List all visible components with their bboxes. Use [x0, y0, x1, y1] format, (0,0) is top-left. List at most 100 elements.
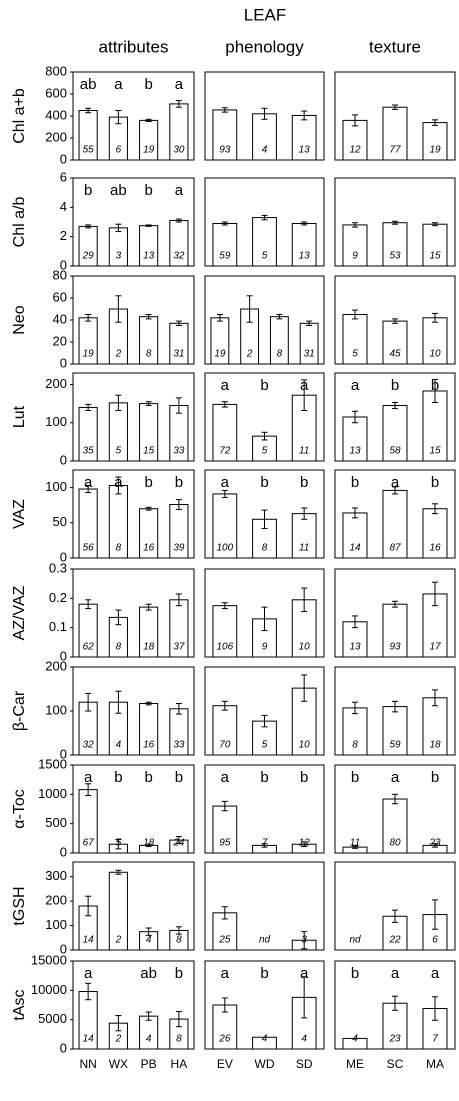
sample-size: 3: [116, 251, 122, 262]
y-tick-label: 5000: [38, 1011, 67, 1026]
panel-frame: [72, 372, 195, 462]
sample-size: 8: [146, 349, 152, 360]
sample-size: 25: [218, 935, 231, 946]
sample-size: 45: [389, 349, 401, 360]
sample-size: 13: [349, 446, 361, 457]
bar: [382, 106, 408, 161]
sample-size: 33: [173, 740, 185, 751]
sample-size: 56: [83, 543, 95, 554]
sample-size: 32: [173, 251, 185, 262]
sample-size: 19: [143, 145, 155, 156]
panel-frame: [72, 764, 195, 854]
panel-frame: [72, 275, 195, 365]
y-tick-label: 40: [53, 311, 67, 326]
sample-size: 80: [389, 838, 401, 849]
significance-letter: a: [175, 182, 184, 199]
significance-letter: a: [391, 474, 400, 491]
y-tick-label: 0: [60, 1040, 67, 1055]
y-tick-label: 0.2: [49, 590, 67, 605]
sample-size: 58: [389, 446, 401, 457]
significance-letter: b: [144, 474, 152, 491]
sample-size: 31: [304, 349, 315, 360]
sample-size: nd: [259, 935, 271, 946]
y-tick-label: 2: [60, 228, 67, 243]
sample-size: 5: [262, 740, 268, 751]
y-tick-label: 80: [53, 267, 67, 282]
y-tick-label: 10000: [31, 982, 67, 997]
x-tick-label: NN: [79, 1057, 96, 1071]
significance-letter: b: [144, 769, 152, 786]
panel-frame: [72, 177, 195, 267]
sample-size: 14: [83, 935, 95, 946]
bar: [422, 317, 448, 365]
panel-frame: [204, 275, 325, 365]
y-tick-label: 100: [45, 479, 67, 494]
y-tick-label: 100: [45, 702, 67, 717]
significance-letter: a: [114, 76, 123, 93]
y-tick-label: 6: [60, 169, 67, 184]
bar: [382, 222, 408, 267]
sample-size: 9: [262, 642, 268, 653]
panel-frame: [204, 861, 325, 951]
panel-frame: [72, 469, 195, 559]
panel-frame: [72, 666, 195, 756]
sample-size: 24: [172, 838, 185, 849]
significance-letter: a: [391, 769, 400, 786]
significance-letter: b: [260, 769, 268, 786]
significance-letter: ab: [80, 76, 97, 93]
sample-size: 2: [115, 1034, 122, 1045]
sample-size: 8: [116, 543, 122, 554]
significance-letter: b: [144, 76, 152, 93]
significance-letter: b: [351, 474, 359, 491]
y-axis-label: Lut: [11, 405, 28, 428]
bar: [382, 798, 408, 854]
y-axis-label: β-Car: [11, 690, 28, 731]
y-tick-label: 0: [60, 151, 67, 166]
significance-letter: a: [84, 474, 93, 491]
y-axis-label: AZ/VAZ: [11, 585, 28, 640]
bar: [382, 1002, 408, 1050]
sample-size: 8: [176, 935, 182, 946]
sample-size: 4: [352, 1034, 358, 1045]
significance-letter: a: [84, 769, 93, 786]
column-title: texture: [369, 37, 421, 56]
significance-letter: b: [175, 965, 183, 982]
y-tick-label: 0: [60, 844, 67, 859]
sample-size: 11: [299, 543, 309, 554]
sample-size: 18: [143, 838, 155, 849]
sample-size: 22: [388, 935, 401, 946]
x-tick-label: WX: [109, 1057, 128, 1071]
y-axis-label: Chl a+b: [11, 88, 28, 144]
panel-frame: [72, 568, 195, 658]
y-tick-label: 0: [60, 941, 67, 956]
sample-size: 5: [116, 838, 122, 849]
bar: [342, 119, 368, 161]
significance-letter: b: [260, 965, 268, 982]
column-title: phenology: [225, 37, 304, 56]
sample-size: 18: [429, 740, 441, 751]
sample-size: 16: [143, 740, 155, 751]
sample-size: 10: [299, 642, 311, 653]
sample-size: 14: [83, 1034, 95, 1045]
sample-size: 2: [115, 935, 122, 946]
sample-size: 12: [299, 838, 311, 849]
y-tick-label: 0: [60, 746, 67, 761]
figure-title: LEAF: [244, 5, 287, 24]
sample-size: 5: [262, 251, 268, 262]
significance-letter: a: [175, 76, 184, 93]
y-tick-label: 0: [60, 452, 67, 467]
significance-letter: a: [431, 965, 440, 982]
sample-size: 14: [349, 543, 361, 554]
bar: [422, 122, 448, 161]
bar: [342, 416, 368, 462]
sample-size: 6: [432, 935, 438, 946]
sample-size: 17: [429, 642, 441, 653]
sample-size: 11: [299, 446, 309, 457]
y-tick-label: 1000: [38, 786, 67, 801]
sample-size: 4: [146, 1034, 152, 1045]
sample-size: 5: [352, 349, 358, 360]
sample-size: 106: [216, 642, 233, 653]
y-tick-label: 0: [60, 355, 67, 370]
y-tick-label: 600: [45, 85, 67, 100]
sample-size: 15: [429, 251, 441, 262]
